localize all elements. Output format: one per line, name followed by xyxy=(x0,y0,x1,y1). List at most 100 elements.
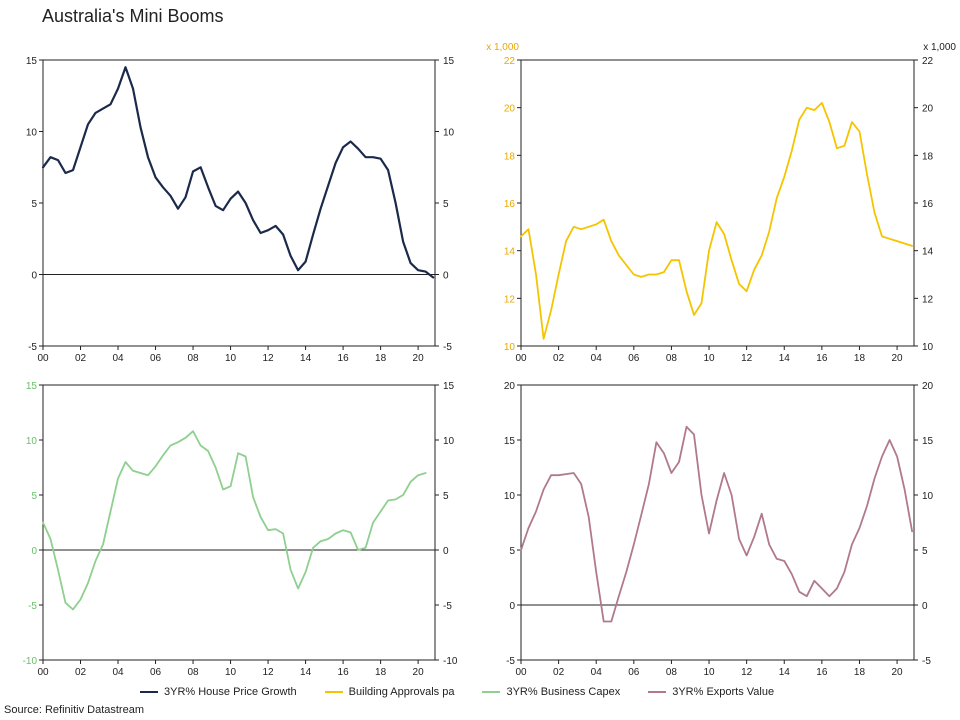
y-tick-label-right-business-capex: -10 xyxy=(443,656,458,667)
x-tick-label-exports-value: 16 xyxy=(816,667,828,678)
legend-swatch-business-capex xyxy=(482,691,501,693)
x-tick-label-exports-value: 12 xyxy=(741,667,753,678)
legend-item-business-capex: 3YR% Business Capex xyxy=(482,686,620,698)
y-tick-label-right-exports-value: 0 xyxy=(922,601,928,612)
y-tick-label-right-exports-value: 15 xyxy=(922,436,934,447)
legend-label-building-approvals: Building Approvals pa xyxy=(348,686,455,698)
x-tick-label-exports-value: 02 xyxy=(553,667,565,678)
x-tick-label-business-capex: 00 xyxy=(37,667,49,678)
legend-swatch-exports-value xyxy=(648,691,667,693)
y-tick-label-right-exports-value: 20 xyxy=(922,381,934,392)
y-tick-label-left-business-capex: 10 xyxy=(26,436,38,447)
legend-label-business-capex: 3YR% Business Capex xyxy=(506,686,621,698)
y-tick-label-left-building-approvals: 12 xyxy=(504,294,516,305)
y-tick-label-left-house-price: 10 xyxy=(26,128,38,139)
series-line-business-capex xyxy=(42,430,427,611)
y-tick-label-right-business-capex: 10 xyxy=(443,436,455,447)
x-tick-label-building-approvals: 12 xyxy=(741,353,753,364)
legend-item-building-approvals: Building Approvals pa xyxy=(324,686,455,698)
x-tick-label-business-capex: 10 xyxy=(225,667,237,678)
x-tick-label-business-capex: 20 xyxy=(413,667,425,678)
x-tick-label-house-price: 12 xyxy=(263,353,275,364)
y-tick-label-right-building-approvals: 20 xyxy=(922,104,934,115)
x-tick-label-exports-value: 04 xyxy=(591,667,603,678)
y-tick-label-left-exports-value: 10 xyxy=(504,491,516,502)
y-tick-label-left-business-capex: -10 xyxy=(23,656,38,667)
legend-label-exports-value: 3YR% Exports Value xyxy=(672,686,775,698)
x-tick-label-building-approvals: 08 xyxy=(666,353,678,364)
y-tick-label-left-building-approvals: 10 xyxy=(504,342,516,353)
x-tick-label-exports-value: 10 xyxy=(703,667,715,678)
y-tick-label-right-business-capex: 0 xyxy=(443,546,449,557)
x-tick-label-building-approvals: 06 xyxy=(628,353,640,364)
y-tick-label-right-house-price: 10 xyxy=(443,128,455,139)
y-tick-label-left-house-price: 5 xyxy=(31,199,37,210)
series-line-building-approvals xyxy=(520,102,913,340)
x-tick-label-house-price: 00 xyxy=(37,353,49,364)
y-tick-label-left-exports-value: 0 xyxy=(509,601,515,612)
y-tick-label-right-exports-value: -5 xyxy=(922,656,931,667)
y-tick-label-left-business-capex: 0 xyxy=(31,546,37,557)
y-tick-label-left-building-approvals: 14 xyxy=(504,247,516,258)
x-tick-label-exports-value: 20 xyxy=(892,667,904,678)
x-tick-label-house-price: 16 xyxy=(338,353,350,364)
x-tick-label-exports-value: 18 xyxy=(854,667,866,678)
y-tick-label-left-house-price: 15 xyxy=(26,56,38,67)
y-tick-label-right-building-approvals: 12 xyxy=(922,294,934,305)
y-tick-label-right-building-approvals: 14 xyxy=(922,247,934,258)
y-tick-label-right-building-approvals: 10 xyxy=(922,342,934,353)
x-tick-label-business-capex: 08 xyxy=(187,667,199,678)
source-note: Source: Refinitiv Datastream xyxy=(4,704,144,716)
legend-swatch-house-price xyxy=(140,691,158,693)
x-tick-label-business-capex: 16 xyxy=(338,667,350,678)
unit-label-right-building-approvals: x 1,000 xyxy=(923,42,956,53)
y-tick-label-left-business-capex: 15 xyxy=(26,381,38,392)
x-tick-label-house-price: 18 xyxy=(375,353,387,364)
y-tick-label-left-exports-value: 5 xyxy=(509,546,515,557)
y-tick-label-right-building-approvals: 22 xyxy=(922,56,934,67)
x-tick-label-house-price: 02 xyxy=(75,353,87,364)
plot-frame-exports-value xyxy=(520,384,915,661)
x-tick-label-building-approvals: 16 xyxy=(816,353,828,364)
plot-frame-building-approvals xyxy=(520,59,915,347)
x-tick-label-house-price: 20 xyxy=(413,353,425,364)
legend-item-exports-value: 3YR% Exports Value xyxy=(648,686,774,698)
y-tick-label-left-building-approvals: 20 xyxy=(504,104,516,115)
x-tick-label-exports-value: 08 xyxy=(666,667,678,678)
legend: 3YR% House Price Growth Building Approva… xyxy=(140,686,774,698)
y-tick-label-left-house-price: -5 xyxy=(28,342,37,353)
x-tick-label-house-price: 08 xyxy=(187,353,199,364)
plot-frame-house-price xyxy=(42,59,436,347)
x-tick-label-business-capex: 12 xyxy=(263,667,275,678)
x-tick-label-building-approvals: 14 xyxy=(779,353,791,364)
y-tick-label-left-building-approvals: 22 xyxy=(504,56,516,67)
y-tick-label-right-business-capex: 15 xyxy=(443,381,455,392)
x-tick-label-house-price: 04 xyxy=(112,353,124,364)
plot-frame-business-capex xyxy=(42,384,436,661)
y-tick-label-right-business-capex: 5 xyxy=(443,491,449,502)
y-tick-label-right-building-approvals: 18 xyxy=(922,151,934,162)
y-tick-label-right-exports-value: 5 xyxy=(922,546,928,557)
y-tick-label-left-exports-value: -5 xyxy=(506,656,515,667)
x-tick-label-business-capex: 02 xyxy=(75,667,87,678)
series-line-house-price xyxy=(41,66,435,279)
x-tick-label-exports-value: 00 xyxy=(515,667,527,678)
y-tick-label-left-exports-value: 20 xyxy=(504,381,516,392)
y-tick-label-left-building-approvals: 18 xyxy=(504,151,516,162)
x-tick-label-exports-value: 06 xyxy=(628,667,640,678)
legend-label-house-price: 3YR% House Price Growth xyxy=(164,686,297,698)
y-tick-label-left-house-price: 0 xyxy=(31,271,37,282)
legend-swatch-building-approvals xyxy=(324,691,343,693)
x-tick-label-business-capex: 06 xyxy=(150,667,162,678)
y-tick-label-left-building-approvals: 16 xyxy=(504,199,516,210)
x-tick-label-house-price: 14 xyxy=(300,353,312,364)
legend-item-house-price: 3YR% House Price Growth xyxy=(140,686,297,698)
x-tick-label-house-price: 10 xyxy=(225,353,237,364)
x-tick-label-building-approvals: 02 xyxy=(553,353,565,364)
x-tick-label-building-approvals: 18 xyxy=(854,353,866,364)
x-tick-label-building-approvals: 04 xyxy=(591,353,603,364)
x-tick-label-business-capex: 18 xyxy=(375,667,387,678)
y-tick-label-right-house-price: 15 xyxy=(443,56,455,67)
unit-label-left-building-approvals: x 1,000 xyxy=(486,42,519,53)
